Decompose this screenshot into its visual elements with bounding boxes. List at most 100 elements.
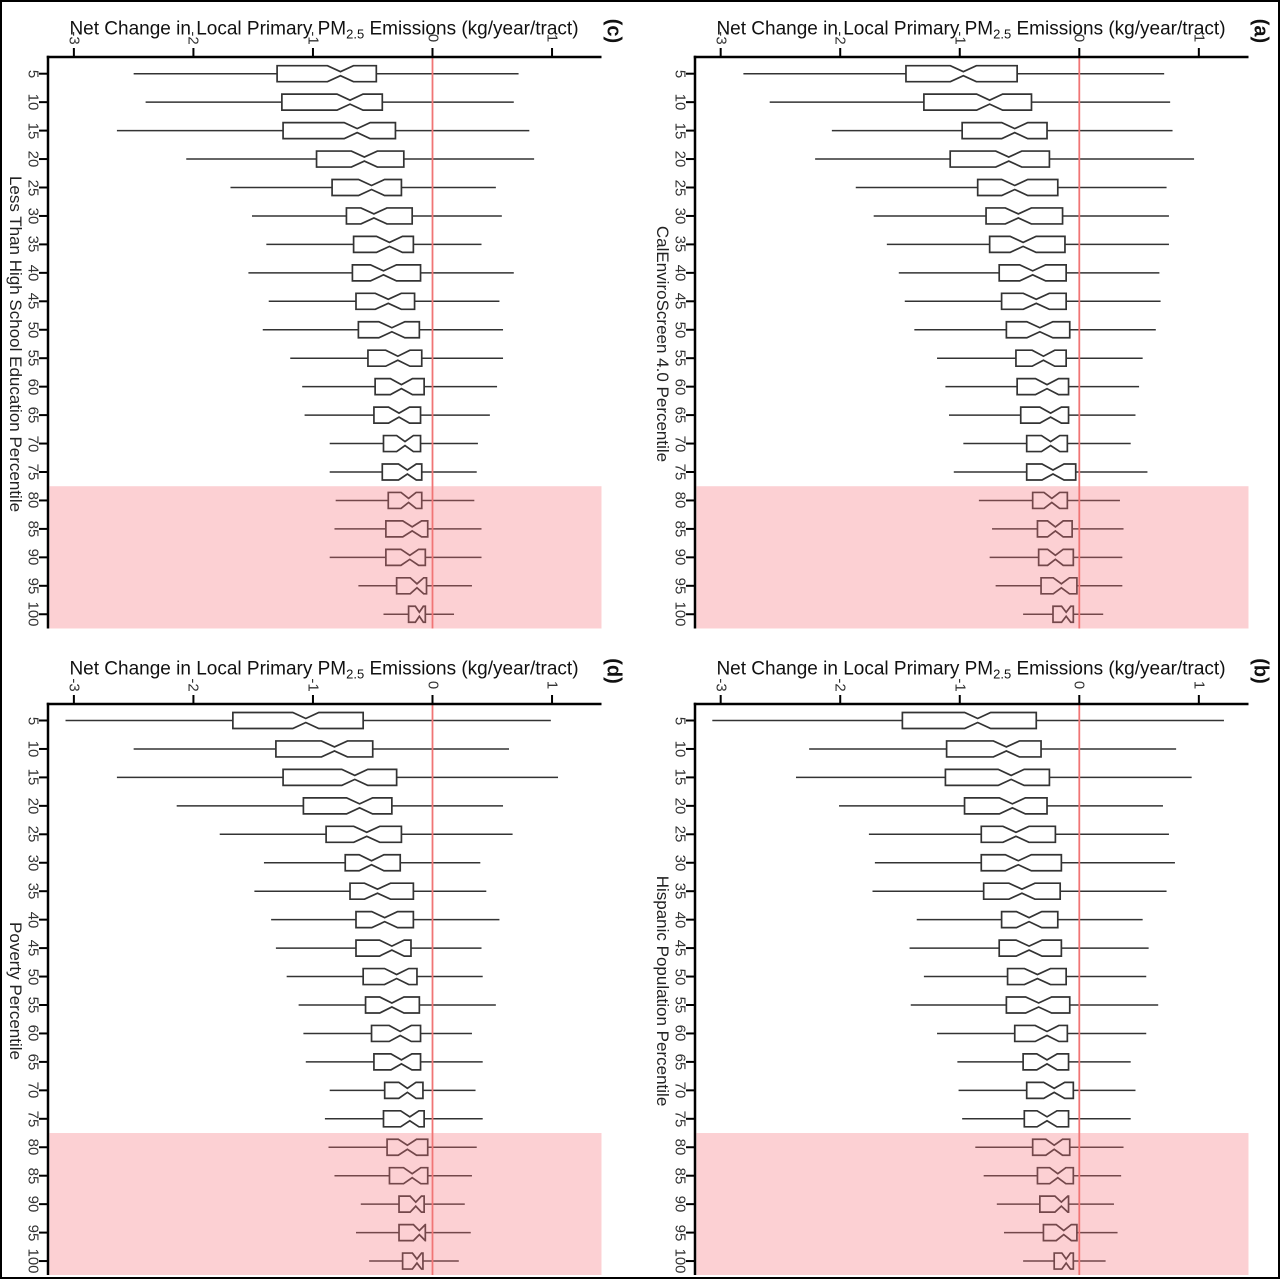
percentile-tick-label: 20 [24, 797, 42, 815]
boxplot-p40 [916, 910, 1143, 929]
percentile-tick-label: 45 [24, 939, 42, 957]
axis-label-education-percentile: Less Than High School Education Percenti… [6, 175, 25, 513]
boxplot-p90 [329, 548, 482, 567]
boxplot-p75 [324, 1109, 483, 1128]
percentile-tick-label: 55 [671, 349, 689, 367]
percentile-tick-label: 90 [24, 1195, 42, 1213]
percentile-tick-label: 10 [24, 93, 42, 111]
boxplot-p35 [886, 235, 1169, 254]
boxplot-p55 [298, 996, 496, 1014]
percentile-tick-label: 95 [24, 1224, 42, 1241]
percentile-tick-label: 45 [671, 292, 689, 310]
highlight-band [696, 1133, 1249, 1275]
boxplot-p85 [983, 1166, 1122, 1185]
percentile-tick-label: 85 [24, 520, 42, 538]
percentile-tick-label: 100 [24, 1248, 42, 1274]
percentile-tick-label: 75 [24, 1110, 42, 1128]
percentile-tick-label: 70 [671, 1082, 689, 1099]
boxplot-p55 [937, 349, 1143, 368]
value-tick-label: -1 [304, 31, 322, 45]
percentile-tick-label: 40 [24, 911, 42, 928]
boxplot-p10 [145, 93, 514, 111]
percentile-tick-label: 70 [24, 435, 42, 452]
boxplot-p20 [176, 797, 504, 815]
percentile-tick-label: 5 [24, 716, 42, 725]
percentile-tick-label: 40 [24, 264, 42, 282]
boxplot-p25 [868, 825, 1169, 844]
boxplot-p60 [937, 1024, 1147, 1043]
boxplot-p45 [904, 292, 1161, 311]
percentile-tick-label: 95 [671, 1224, 689, 1241]
percentile-tick-label: 55 [24, 349, 42, 367]
value-tick-label: -2 [831, 31, 849, 45]
percentile-tick-label: 80 [24, 492, 42, 509]
boxplot-p35 [266, 235, 482, 254]
boxplot-p35 [254, 882, 487, 901]
panel-b [686, 695, 1249, 1275]
value-tick-label: 1 [543, 680, 561, 690]
value-tick-label: -3 [712, 31, 730, 45]
percentile-tick-label: 30 [24, 207, 42, 225]
percentile-tick-label: 50 [671, 321, 689, 339]
boxplot-p95 [358, 576, 472, 595]
panel-letter-d: (d) [602, 658, 625, 684]
value-tick-label: -2 [831, 678, 849, 692]
boxplot-p70 [963, 434, 1131, 453]
value-tick-label: 0 [1070, 33, 1088, 43]
value-tick-label: 1 [1190, 680, 1208, 690]
boxplot-p5 [133, 64, 519, 83]
boxplot-p20 [839, 797, 1163, 815]
percentile-tick-label: 25 [671, 825, 689, 843]
percentile-tick-label: 35 [671, 236, 689, 253]
percentile-tick-label: 90 [671, 549, 689, 566]
boxplot-p25 [219, 825, 513, 844]
value-tick-label: -1 [951, 678, 969, 692]
boxplot-p5 [743, 64, 1165, 83]
boxplot-p50 [914, 320, 1156, 339]
boxplot-p100 [1023, 605, 1104, 624]
panel-letter-a: (a) [1249, 18, 1272, 44]
boxplot-p95 [355, 1223, 471, 1242]
percentile-tick-label: 80 [671, 492, 689, 509]
percentile-tick-label: 5 [24, 69, 42, 78]
boxplot-p70 [958, 1081, 1136, 1100]
boxplot-p60 [303, 1024, 472, 1043]
boxplot-p85 [992, 520, 1124, 538]
boxplot-p65 [305, 1053, 483, 1071]
percentile-tick-label: 35 [24, 236, 42, 253]
highlight-band [696, 486, 1249, 629]
highlight-band [49, 1133, 602, 1275]
value-tick-label: -1 [304, 678, 322, 692]
value-tick-label: -1 [951, 31, 969, 45]
percentile-tick-label: 90 [24, 549, 42, 566]
value-tick-label: 1 [543, 33, 561, 43]
percentile-tick-label: 25 [24, 825, 42, 843]
percentile-tick-label: 60 [24, 378, 42, 395]
boxplot-p40 [898, 264, 1160, 282]
value-tick-label: -3 [65, 678, 83, 692]
percentile-tick-label: 50 [24, 968, 42, 985]
percentile-tick-label: 55 [671, 996, 689, 1014]
boxplot-p85 [334, 1166, 472, 1185]
percentile-tick-label: 40 [671, 264, 689, 282]
percentile-tick-label: 70 [24, 1082, 42, 1099]
percentile-tick-label: 45 [24, 292, 42, 310]
percentile-tick-label: 20 [671, 797, 689, 815]
boxplot-p45 [275, 939, 482, 957]
boxplot-p25 [230, 178, 496, 197]
panel-title-c: Net Change in Local Primary PM2.5 Emissi… [69, 18, 579, 42]
boxplot-p80 [978, 491, 1120, 510]
boxplot-p15 [116, 121, 530, 140]
percentile-tick-label: 5 [671, 69, 689, 78]
boxplot-p20 [815, 150, 1195, 168]
boxplot-p35 [872, 882, 1167, 901]
percentile-tick-label: 15 [671, 122, 689, 139]
percentile-tick-label: 10 [671, 93, 689, 111]
percentile-tick-label: 85 [671, 520, 689, 538]
value-tick-label: -2 [184, 678, 202, 692]
axis-label-calenviroscreen-percentile: CalEnviroScreen 4.0 Percentile [653, 225, 672, 463]
percentile-tick-label: 25 [671, 179, 689, 196]
boxplot-p15 [116, 768, 559, 787]
boxplot-p100 [369, 1252, 459, 1270]
panel-d [39, 695, 602, 1275]
